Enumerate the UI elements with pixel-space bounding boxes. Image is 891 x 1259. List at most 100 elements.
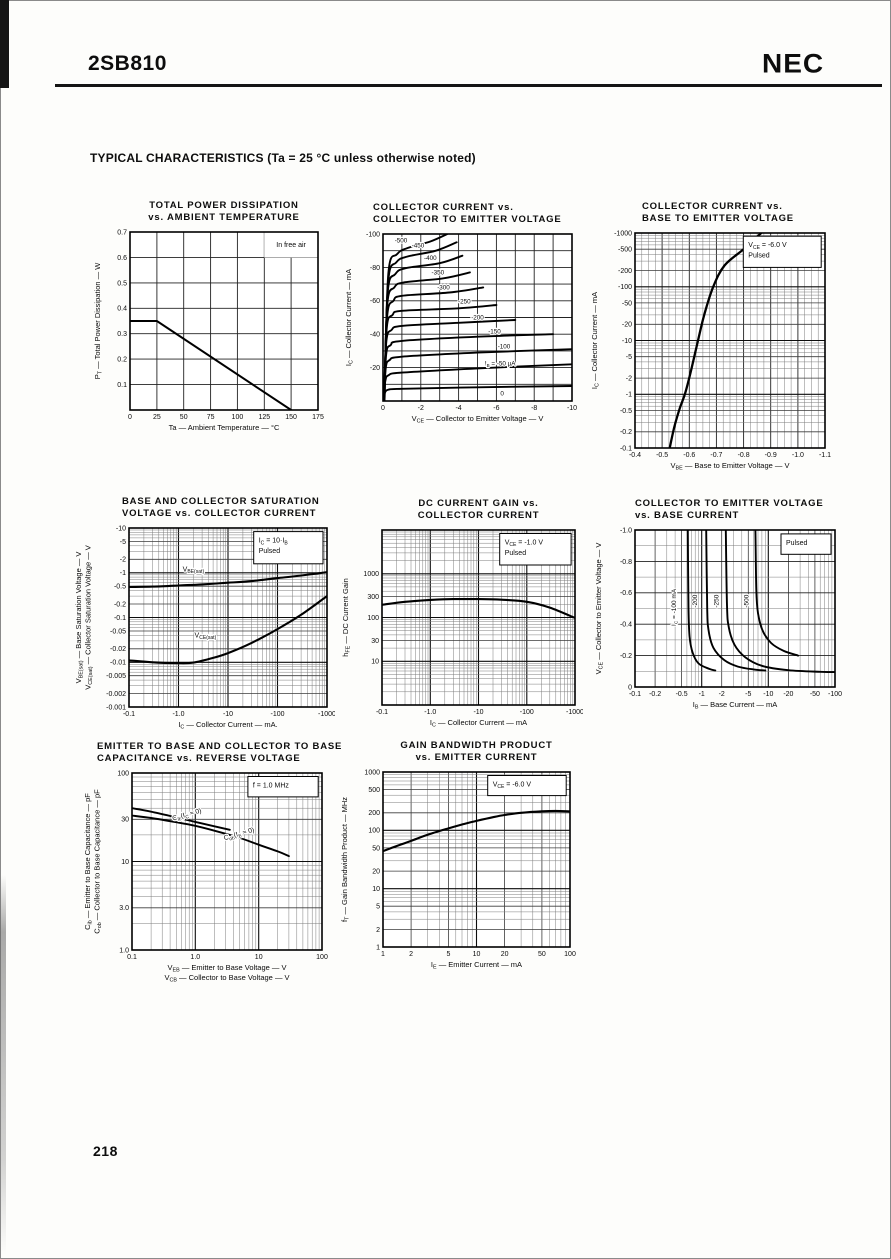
svg-text:-500: -500 bbox=[743, 594, 750, 607]
svg-text:100: 100 bbox=[117, 770, 129, 777]
svg-text:-1: -1 bbox=[699, 691, 705, 698]
page-number: 218 bbox=[93, 1143, 118, 1159]
svg-text:-1: -1 bbox=[626, 392, 632, 399]
svg-text:0.1: 0.1 bbox=[127, 954, 137, 961]
svg-text:VBE — Base to Emitter Voltage: VBE — Base to Emitter Voltage — V bbox=[671, 461, 790, 472]
svg-text:Pulsed: Pulsed bbox=[505, 550, 527, 557]
svg-text:10: 10 bbox=[371, 659, 379, 666]
chart-title: GAIN BANDWIDTH PRODUCT vs. EMITTER CURRE… bbox=[383, 740, 570, 764]
svg-text:10: 10 bbox=[372, 886, 380, 893]
svg-text:Pulsed: Pulsed bbox=[786, 540, 808, 547]
svg-text:-10: -10 bbox=[567, 405, 577, 412]
svg-text:-10: -10 bbox=[763, 691, 773, 698]
svg-text:30: 30 bbox=[371, 638, 379, 645]
svg-text:-1: -1 bbox=[120, 570, 126, 577]
svg-text:0.6: 0.6 bbox=[117, 255, 127, 262]
svg-text:-0.5: -0.5 bbox=[620, 408, 632, 415]
svg-text:0.3: 0.3 bbox=[117, 331, 127, 338]
svg-text:fT — Gain Bandwidth Product —: fT — Gain Bandwidth Product — MHz bbox=[340, 797, 351, 922]
chart-title: COLLECTOR TO EMITTER VOLTAGE vs. BASE CU… bbox=[635, 498, 835, 522]
svg-text:-10: -10 bbox=[473, 709, 483, 716]
svg-text:-100: -100 bbox=[498, 344, 511, 351]
svg-text:-0.2: -0.2 bbox=[620, 429, 632, 436]
svg-text:0.1: 0.1 bbox=[117, 382, 127, 389]
svg-text:Cob — Collector to Base Capaci: Cob — Collector to Base Capacitance — pF bbox=[93, 789, 104, 934]
svg-text:-80: -80 bbox=[370, 265, 380, 272]
chart-title-line2: CAPACITANCE vs. REVERSE VOLTAGE bbox=[97, 753, 301, 764]
svg-text:0: 0 bbox=[628, 684, 632, 691]
svg-text:25: 25 bbox=[153, 414, 161, 421]
svg-text:0: 0 bbox=[128, 414, 132, 421]
svg-text:-0.9: -0.9 bbox=[765, 452, 777, 459]
svg-text:-2: -2 bbox=[418, 405, 424, 412]
svg-text:IB — Base Current — mA: IB — Base Current — mA bbox=[693, 700, 777, 711]
svg-text:-0.5: -0.5 bbox=[676, 691, 688, 698]
svg-text:IC — Collector Current — mA: IC — Collector Current — mA bbox=[430, 718, 527, 729]
chart-title-line2: COLLECTOR TO EMITTER VOLTAGE bbox=[373, 214, 562, 225]
svg-text:100: 100 bbox=[316, 954, 328, 961]
svg-text:f = 1.0 MHz: f = 1.0 MHz bbox=[253, 783, 289, 790]
svg-text:1.0: 1.0 bbox=[119, 947, 129, 954]
svg-text:300: 300 bbox=[367, 594, 379, 601]
chart-title-line1: COLLECTOR CURRENT vs. bbox=[642, 201, 783, 212]
svg-text:In free air: In free air bbox=[276, 242, 306, 249]
svg-text:hFE — DC Current Gain: hFE — DC Current Gain bbox=[341, 578, 352, 657]
svg-text:-10: -10 bbox=[223, 711, 233, 718]
chart-title-line1: BASE AND COLLECTOR SATURATION bbox=[122, 496, 320, 507]
svg-text:-60: -60 bbox=[370, 298, 380, 305]
svg-text:VCE = -6.0 V: VCE = -6.0 V bbox=[748, 242, 787, 251]
svg-text:-0.001: -0.001 bbox=[106, 704, 126, 711]
svg-text:-0.1: -0.1 bbox=[620, 445, 632, 452]
svg-text:100: 100 bbox=[564, 951, 576, 958]
svg-text:-0.6: -0.6 bbox=[620, 590, 632, 597]
svg-text:-250: -250 bbox=[714, 594, 721, 607]
svg-text:1.0: 1.0 bbox=[190, 954, 200, 961]
svg-text:-20: -20 bbox=[622, 322, 632, 329]
chart-title-line1: COLLECTOR CURRENT vs. bbox=[373, 202, 514, 213]
svg-text:30: 30 bbox=[121, 817, 129, 824]
svg-text:-400: -400 bbox=[424, 255, 437, 262]
svg-text:Cib — Emitter to Base Capacita: Cib — Emitter to Base Capacitance — pF bbox=[83, 793, 94, 930]
svg-text:-0.05: -0.05 bbox=[110, 628, 126, 635]
svg-text:-0.5: -0.5 bbox=[656, 452, 668, 459]
svg-text:-10: -10 bbox=[116, 525, 126, 532]
svg-text:-0.002: -0.002 bbox=[106, 691, 126, 698]
svg-text:-0.1: -0.1 bbox=[123, 711, 135, 718]
svg-text:-4: -4 bbox=[455, 405, 461, 412]
svg-text:-50: -50 bbox=[810, 691, 820, 698]
svg-text:VCE — Collector to Emitter Vol: VCE — Collector to Emitter Voltage — V bbox=[594, 543, 605, 675]
chart-title: EMITTER TO BASE AND COLLECTOR TO BASE CA… bbox=[97, 741, 341, 765]
svg-text:-2: -2 bbox=[719, 691, 725, 698]
svg-text:50: 50 bbox=[372, 845, 380, 852]
svg-text:-0.1: -0.1 bbox=[629, 691, 641, 698]
svg-text:-100: -100 bbox=[270, 711, 284, 718]
svg-text:VCE(sat) — Collector Saturatio: VCE(sat) — Collector Saturation Voltage … bbox=[84, 545, 95, 690]
ic-vs-vbe-plot: VCE = -6.0 V Pulsed -1000 -500 -200 -100 -50 -2… bbox=[590, 230, 831, 472]
svg-text:500: 500 bbox=[368, 787, 380, 794]
svg-text:-500: -500 bbox=[618, 247, 632, 254]
svg-text:-20: -20 bbox=[370, 365, 380, 372]
svg-text:-0.1: -0.1 bbox=[376, 709, 388, 716]
vce-vs-ib-plot: IC = -100 mA -200 -250 -500 Pulsed 0 -0.2 -0.4 -… bbox=[594, 527, 842, 711]
svg-text:-1.0: -1.0 bbox=[792, 452, 804, 459]
svg-text:-200: -200 bbox=[471, 315, 484, 322]
chart-title: COLLECTOR CURRENT vs. BASE TO EMITTER VO… bbox=[642, 201, 832, 225]
svg-text:-1.0: -1.0 bbox=[424, 709, 436, 716]
svg-text:-0.4: -0.4 bbox=[629, 452, 641, 459]
svg-text:-450: -450 bbox=[412, 243, 425, 250]
chart-title-line2: BASE TO EMITTER VOLTAGE bbox=[642, 213, 794, 224]
svg-text:0.7: 0.7 bbox=[117, 229, 127, 236]
chart-title-line2: VOLTAGE vs. COLLECTOR CURRENT bbox=[122, 508, 317, 519]
svg-text:Pulsed: Pulsed bbox=[748, 253, 770, 260]
svg-text:125: 125 bbox=[258, 414, 270, 421]
svg-text:2: 2 bbox=[376, 927, 380, 934]
gain-bandwidth-plot: VCE = -6.0 V 1000 500 200 100 50 20 10 5 2 11 2 5 10 2… bbox=[340, 769, 576, 970]
svg-text:175: 175 bbox=[312, 414, 324, 421]
svg-text:-200: -200 bbox=[692, 594, 699, 607]
svg-text:PT — Total Power Dissipation —: PT — Total Power Dissipation — W bbox=[93, 262, 104, 379]
svg-text:IC — Collector Current — mA: IC — Collector Current — mA bbox=[590, 292, 601, 389]
svg-text:-0.2: -0.2 bbox=[114, 601, 126, 608]
